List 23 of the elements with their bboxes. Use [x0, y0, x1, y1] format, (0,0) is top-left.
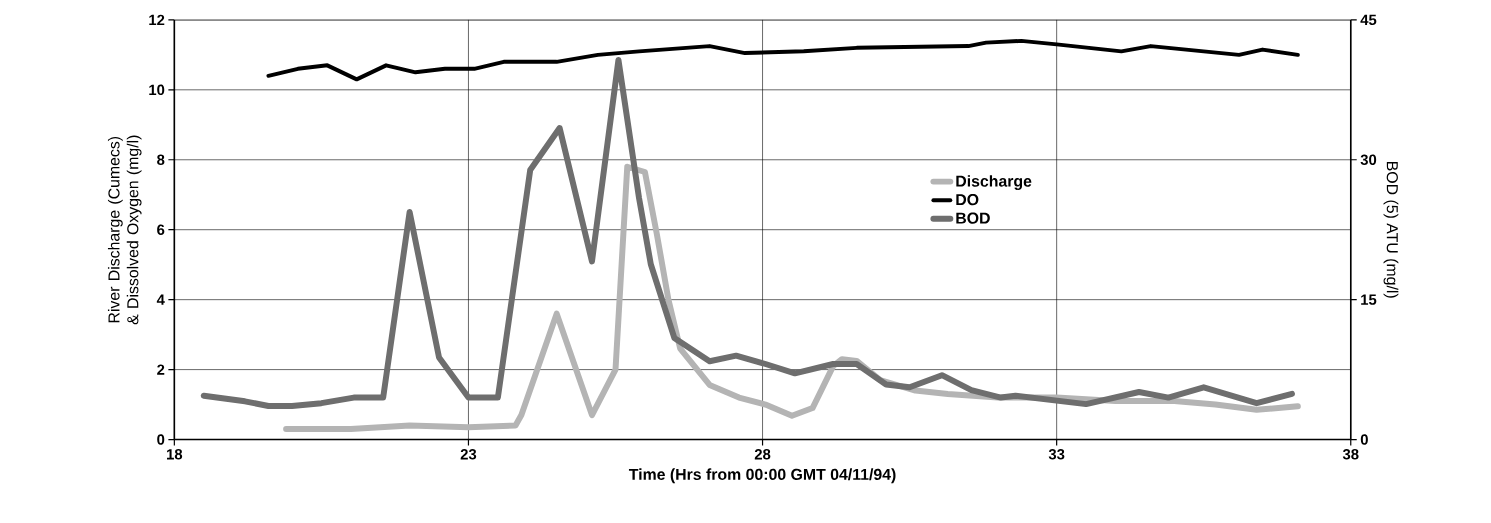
legend-label: BOD — [956, 212, 990, 224]
x-tick-label: 38 — [1342, 448, 1359, 460]
legend-label: Discharge — [956, 175, 1032, 190]
y2-axis-title: BOD (5) ATU (mg/l) — [1383, 162, 1399, 298]
y2-tick-label: 15 — [1361, 294, 1377, 305]
y-axis-title: River Discharge (Cumecs) & Dissolved Oxygen (mg/l) — [107, 135, 142, 325]
y-tick-label: 6 — [157, 224, 165, 235]
y-tick-label: 0 — [157, 434, 165, 445]
y-tick-label: 8 — [157, 154, 165, 165]
x-tick-label: 18 — [167, 448, 183, 460]
y-tick-label: 10 — [149, 84, 165, 96]
x-tick-label: 33 — [1048, 448, 1065, 460]
legend-label: DO — [956, 194, 979, 206]
y-tick-label: 12 — [149, 14, 165, 26]
y-tick-label: 4 — [156, 294, 165, 305]
x-tick-label: 23 — [460, 448, 477, 460]
y-tick-label: 2 — [157, 364, 165, 375]
x-tick-label: 28 — [754, 448, 771, 460]
y2-tick-label: 30 — [1360, 154, 1377, 166]
y2-tick-label: 45 — [1360, 14, 1377, 26]
y2-tick-label: 0 — [1360, 434, 1368, 445]
line-series — [266, 38, 1300, 82]
x-axis-title: Time (Hrs from 00:00 GMT 04/11/94) — [628, 468, 896, 484]
